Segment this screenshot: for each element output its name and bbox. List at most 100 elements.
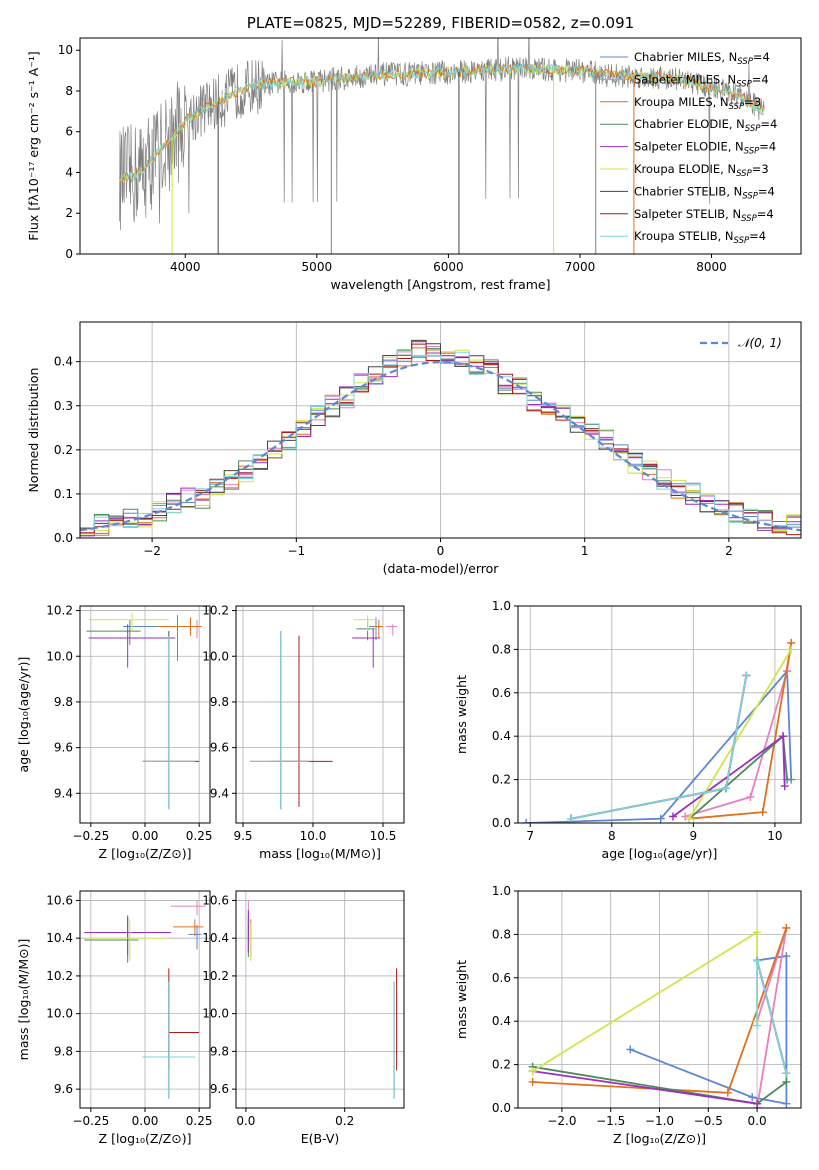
mass-weight-line <box>532 1070 758 1105</box>
y-tick-label: 10.0 <box>46 649 73 663</box>
x-tick-label: 0.25 <box>186 829 213 843</box>
data-point-marker <box>721 784 730 793</box>
data-point-marker <box>787 645 796 654</box>
plot-area <box>119 38 765 254</box>
data-point-marker <box>681 812 690 821</box>
x-tick-label: 0.0 <box>236 1114 255 1128</box>
data-point-marker <box>656 814 665 823</box>
x-tick-label: 6000 <box>433 260 464 274</box>
x-tick-label: −2 <box>143 544 161 558</box>
y-tick-label: 4 <box>65 165 73 179</box>
x-axis-label: E(B-V) <box>301 1131 340 1146</box>
data-point-marker <box>782 923 791 932</box>
x-axis-label: Z [log₁₀(Z/Z⊙)] <box>99 846 192 861</box>
legend-label: Kroupa ELODIE, N <box>634 162 736 176</box>
data-point-marker <box>753 928 762 937</box>
legend-label: Chabrier STELIB, N <box>634 184 742 198</box>
data-point-marker <box>668 812 677 821</box>
data-point-marker <box>723 1088 732 1097</box>
x-tick-label: 7 <box>526 829 534 843</box>
legend-label: Salpeter ELODIE, N <box>634 140 744 154</box>
y-tick-label: 9.6 <box>54 741 73 755</box>
legend-subscript: SSP <box>741 214 757 224</box>
data-point-marker <box>782 1069 791 1078</box>
model-spectrum-line <box>119 63 765 183</box>
y-tick-label: 0.8 <box>492 642 511 656</box>
chart-title: PLATE=0825, MJD=52289, FIBERID=0582, z=0… <box>247 14 634 32</box>
plot-frame <box>517 605 802 824</box>
legend-entry: Salpeter STELIB, NSSP=4 <box>634 207 774 224</box>
plot-frame <box>235 890 405 1109</box>
data-point-marker <box>567 814 576 823</box>
y-tick-label: 1.0 <box>492 599 511 613</box>
legend-label: Kroupa STELIB, N <box>634 229 734 243</box>
legend-suffix: =3 <box>752 162 769 176</box>
y-tick-label: 1.0 <box>492 884 511 898</box>
y-tick-label: 0.0 <box>54 531 73 545</box>
age-vs-Z-panel: −0.25 0.00 0.25 9.4 9.6 9.8 10.0 10.2 Z [log₁₀(Z… <box>16 604 213 861</box>
x-tick-label: 10.5 <box>370 829 397 843</box>
data-point-marker <box>528 1067 537 1076</box>
y-tick-label: 10.4 <box>46 931 73 945</box>
y-tick-label: 0.2 <box>492 1058 511 1072</box>
legend-subscript: SSP <box>729 102 745 112</box>
y-tick-label: 0.1 <box>54 487 73 501</box>
x-axis-label: Z [log₁₀(Z/Z⊙)] <box>613 1131 706 1146</box>
x-tick-label: 9.5 <box>233 829 252 843</box>
residuals-panel: −2 −1 0 1 2 0.0 0.1 0.2 0.3 0.4 (data-model)/error… <box>26 321 802 576</box>
data-point-marker <box>753 1021 762 1030</box>
plot-area <box>80 339 801 537</box>
legend-entry: Salpeter MILES, NSSP=4 <box>634 72 769 89</box>
plot-area <box>247 900 398 1099</box>
x-axis-label: age [log₁₀(age/yr)] <box>602 846 718 861</box>
y-tick-label: 0.2 <box>54 443 73 457</box>
legend-entry: Kroupa ELODIE, NSSP=3 <box>634 162 769 179</box>
y-tick-label: 10.6 <box>46 893 73 907</box>
y-tick-label: 2 <box>65 206 73 220</box>
y-tick-label: 10.2 <box>202 969 229 983</box>
y-tick-label: 9.6 <box>54 1082 73 1096</box>
data-point-marker <box>528 1077 537 1086</box>
y-tick-label: 0 <box>65 247 73 261</box>
legend-subscript: SSP <box>736 79 752 89</box>
legend-label: Chabrier MILES, N <box>634 50 737 64</box>
legend-suffix: =3 <box>744 95 761 109</box>
x-tick-label: 8 <box>608 829 616 843</box>
mass-vs-EBV-panel: 0.0 0.2 9.6 9.8 10.0 10.2 10.4 10.6 E(B-V) <box>202 890 405 1146</box>
spectrum-panel: 4000 5000 6000 7000 8000 0 2 4 6 8 10 wavelength [A… <box>26 14 802 292</box>
massweight-vs-age-panel: 7 8 9 10 0.0 0.2 0.4 0.6 0.8 1.0 age [log₁₀(age/yr… <box>454 599 802 861</box>
y-tick-label: 10.2 <box>202 604 229 618</box>
data-point-marker <box>748 1093 757 1102</box>
x-tick-label: −2.0 <box>547 1114 576 1128</box>
legend-suffix: =4 <box>749 229 766 243</box>
legend-suffix: =4 <box>753 50 770 64</box>
y-axis-label: mass weight <box>454 960 469 1039</box>
y-tick-label: 9.4 <box>210 786 229 800</box>
legend-entry: Chabrier STELIB, NSSP=4 <box>634 184 775 201</box>
legend-suffix: =4 <box>757 207 774 221</box>
data-point-marker <box>782 1099 791 1108</box>
y-tick-label: 9.8 <box>210 695 229 709</box>
x-tick-label: 0.25 <box>186 1114 213 1128</box>
legend-suffix: =4 <box>760 117 777 131</box>
x-axis-label: Z [log₁₀(Z/Z⊙)] <box>99 1131 192 1146</box>
y-axis-label: mass [log₁₀(M/M⊙)] <box>16 939 31 1061</box>
x-tick-label: 7000 <box>565 260 596 274</box>
x-tick-label: 0.0 <box>748 1114 767 1128</box>
x-tick-label: −0.5 <box>694 1114 723 1128</box>
y-tick-label: 9.8 <box>54 695 73 709</box>
x-tick-label: 2 <box>725 544 733 558</box>
legend-entry: Salpeter ELODIE, NSSP=4 <box>634 140 776 157</box>
mass-weight-line <box>570 675 748 820</box>
data-point-marker <box>626 1045 635 1054</box>
legend-suffix: =4 <box>752 72 769 86</box>
y-tick-label: 0.4 <box>54 355 73 369</box>
x-tick-label: 8000 <box>696 260 727 274</box>
legend-label: Salpeter STELIB, N <box>634 207 741 221</box>
x-axis-label: wavelength [Angstrom, rest frame] <box>330 277 550 292</box>
y-tick-label: 10.4 <box>202 931 229 945</box>
y-tick-label: 0.8 <box>492 927 511 941</box>
x-tick-label: 4000 <box>170 260 201 274</box>
y-tick-label: 9.6 <box>210 741 229 755</box>
